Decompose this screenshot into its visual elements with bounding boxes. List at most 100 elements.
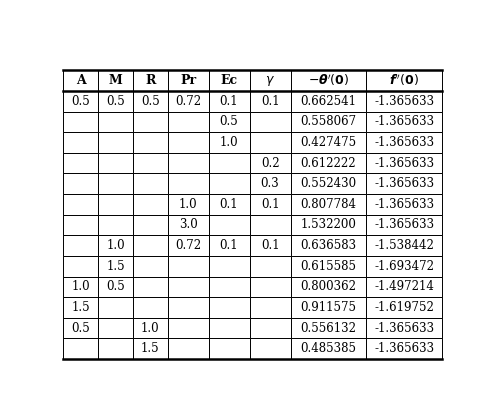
Bar xyxy=(63,276,98,297)
Bar xyxy=(98,338,133,359)
Bar xyxy=(168,112,209,132)
Text: 0.427475: 0.427475 xyxy=(301,136,357,149)
Text: Pr: Pr xyxy=(180,74,196,87)
Bar xyxy=(98,276,133,297)
Text: 1.5: 1.5 xyxy=(106,260,125,273)
Bar xyxy=(291,173,367,194)
Text: 0.556132: 0.556132 xyxy=(301,322,356,335)
Bar xyxy=(291,256,367,276)
Bar xyxy=(63,318,98,338)
Bar xyxy=(63,256,98,276)
Bar xyxy=(209,235,249,256)
Bar xyxy=(249,215,291,235)
Bar xyxy=(133,297,168,318)
Bar xyxy=(133,194,168,215)
Text: 0.1: 0.1 xyxy=(220,198,238,211)
Bar xyxy=(209,256,249,276)
Bar xyxy=(367,338,442,359)
Bar xyxy=(249,70,291,91)
Text: 1.5: 1.5 xyxy=(141,342,159,355)
Bar xyxy=(209,173,249,194)
Text: -1.538442: -1.538442 xyxy=(374,239,434,252)
Text: -1.365633: -1.365633 xyxy=(374,136,434,149)
Bar xyxy=(98,318,133,338)
Text: 0.5: 0.5 xyxy=(106,280,125,293)
Text: 1.0: 1.0 xyxy=(106,239,125,252)
Text: -1.365633: -1.365633 xyxy=(374,219,434,231)
Bar xyxy=(98,70,133,91)
Bar xyxy=(367,173,442,194)
Text: Ec: Ec xyxy=(220,74,238,87)
Text: -1.365633: -1.365633 xyxy=(374,198,434,211)
Bar xyxy=(367,194,442,215)
Bar xyxy=(249,338,291,359)
Bar xyxy=(133,173,168,194)
Bar xyxy=(168,338,209,359)
Text: 0.72: 0.72 xyxy=(175,95,201,108)
Bar xyxy=(209,132,249,153)
Bar xyxy=(133,338,168,359)
Bar xyxy=(98,112,133,132)
Bar xyxy=(63,70,98,91)
Bar xyxy=(209,194,249,215)
Text: -1.693472: -1.693472 xyxy=(374,260,434,273)
Bar xyxy=(249,91,291,112)
Text: -1.365633: -1.365633 xyxy=(374,157,434,170)
Bar xyxy=(367,297,442,318)
Bar xyxy=(133,132,168,153)
Text: R: R xyxy=(145,74,155,87)
Bar xyxy=(133,256,168,276)
Bar xyxy=(168,256,209,276)
Bar xyxy=(133,112,168,132)
Bar xyxy=(98,194,133,215)
Bar xyxy=(209,215,249,235)
Text: 1.0: 1.0 xyxy=(220,136,238,149)
Bar xyxy=(249,173,291,194)
Text: -1.365633: -1.365633 xyxy=(374,322,434,335)
Text: A: A xyxy=(76,74,86,87)
Bar xyxy=(249,276,291,297)
Bar xyxy=(168,215,209,235)
Bar xyxy=(209,338,249,359)
Text: 0.5: 0.5 xyxy=(71,322,90,335)
Bar xyxy=(291,153,367,173)
Text: 1.0: 1.0 xyxy=(71,280,90,293)
Bar xyxy=(168,297,209,318)
Bar xyxy=(367,215,442,235)
Bar xyxy=(63,235,98,256)
Bar xyxy=(291,112,367,132)
Text: 0.807784: 0.807784 xyxy=(301,198,356,211)
Bar xyxy=(291,276,367,297)
Text: 0.2: 0.2 xyxy=(261,157,279,170)
Bar xyxy=(133,235,168,256)
Bar xyxy=(291,318,367,338)
Bar xyxy=(98,215,133,235)
Bar xyxy=(291,297,367,318)
Bar xyxy=(367,91,442,112)
Bar xyxy=(249,112,291,132)
Text: 0.1: 0.1 xyxy=(220,239,238,252)
Bar xyxy=(291,235,367,256)
Bar xyxy=(291,91,367,112)
Text: 0.800362: 0.800362 xyxy=(301,280,356,293)
Text: 1.0: 1.0 xyxy=(179,198,197,211)
Bar xyxy=(168,153,209,173)
Bar xyxy=(133,91,168,112)
Bar xyxy=(249,297,291,318)
Text: -1.497214: -1.497214 xyxy=(374,280,434,293)
Text: 0.485385: 0.485385 xyxy=(301,342,356,355)
Bar xyxy=(168,70,209,91)
Text: 0.3: 0.3 xyxy=(261,177,279,190)
Bar xyxy=(209,297,249,318)
Bar xyxy=(249,194,291,215)
Bar xyxy=(249,235,291,256)
Bar xyxy=(98,297,133,318)
Bar xyxy=(63,338,98,359)
Text: 0.1: 0.1 xyxy=(261,95,279,108)
Bar xyxy=(249,256,291,276)
Bar xyxy=(367,235,442,256)
Text: 0.615585: 0.615585 xyxy=(301,260,356,273)
Bar xyxy=(249,318,291,338)
Bar xyxy=(98,235,133,256)
Text: -1.365633: -1.365633 xyxy=(374,342,434,355)
